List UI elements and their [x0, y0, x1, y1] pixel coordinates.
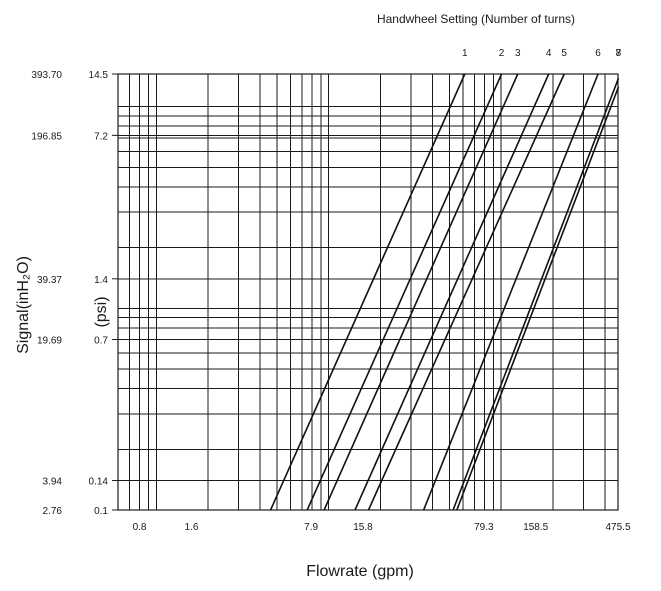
series-lines	[269, 73, 620, 511]
turn-label-3: 3	[515, 48, 521, 59]
x-tick-label: 79.3	[474, 522, 494, 533]
chart-title: Handwheel Setting (Number of turns)	[377, 12, 575, 26]
y-tick-label-inh2o: 39.37	[37, 275, 62, 286]
series-line-7	[452, 78, 620, 511]
y-tick-label-inh2o: 196.85	[31, 131, 62, 142]
turn-label-4: 4	[546, 48, 552, 59]
y-tick-label-inh2o: 3.94	[43, 477, 63, 488]
series-line-1	[269, 73, 466, 511]
turn-label-7: 7	[616, 48, 622, 59]
x-tick-label: 158.5	[523, 522, 548, 533]
y-tick-label-psi: 0.14	[89, 477, 109, 488]
grid	[112, 73, 619, 511]
series-line-5	[367, 73, 565, 511]
x-tick-label: 1.6	[185, 522, 199, 533]
y-tick-label-psi: 0.7	[94, 336, 108, 347]
x-tick-label: 7.9	[304, 522, 318, 533]
y-axis-title-inh2o: Signal(inH₂O)	[15, 256, 32, 354]
y-tick-label-psi: 1.4	[94, 275, 108, 286]
x-tick-label: 475.5	[605, 522, 630, 533]
turn-label-1: 1	[462, 48, 468, 59]
series-line-8	[456, 86, 620, 511]
turn-label-6: 6	[595, 48, 601, 59]
y-tick-label-psi: 14.5	[89, 70, 109, 81]
x-axis-title: Flowrate (gpm)	[306, 563, 414, 580]
tick-labels: 0.8 1.6 7.9 15.8 79.3 158.5 475.5 14.5 393.70 7.2…	[31, 70, 631, 533]
y-tick-label-inh2o: 393.70	[31, 70, 62, 81]
y-tick-label-psi: 7.2	[94, 131, 108, 142]
y-tick-label-psi: 0.1	[94, 506, 108, 517]
series-line-3	[323, 73, 519, 511]
turn-label-2: 2	[499, 48, 505, 59]
turn-label-8: 8	[616, 48, 622, 59]
turn-label-5: 5	[561, 48, 567, 59]
y-tick-label-inh2o: 19.69	[37, 336, 62, 347]
x-tick-label: 15.8	[353, 522, 373, 533]
series-line-2	[306, 73, 503, 511]
y-axis-title-psi: (psi)	[93, 296, 110, 327]
turn-labels: 1 2 3 4 5 6 78	[462, 48, 622, 59]
y-tick-label-inh2o: 2.76	[43, 506, 63, 517]
x-tick-label: 0.8	[133, 522, 147, 533]
series-line-6	[422, 73, 599, 511]
series-line-4	[354, 73, 550, 511]
